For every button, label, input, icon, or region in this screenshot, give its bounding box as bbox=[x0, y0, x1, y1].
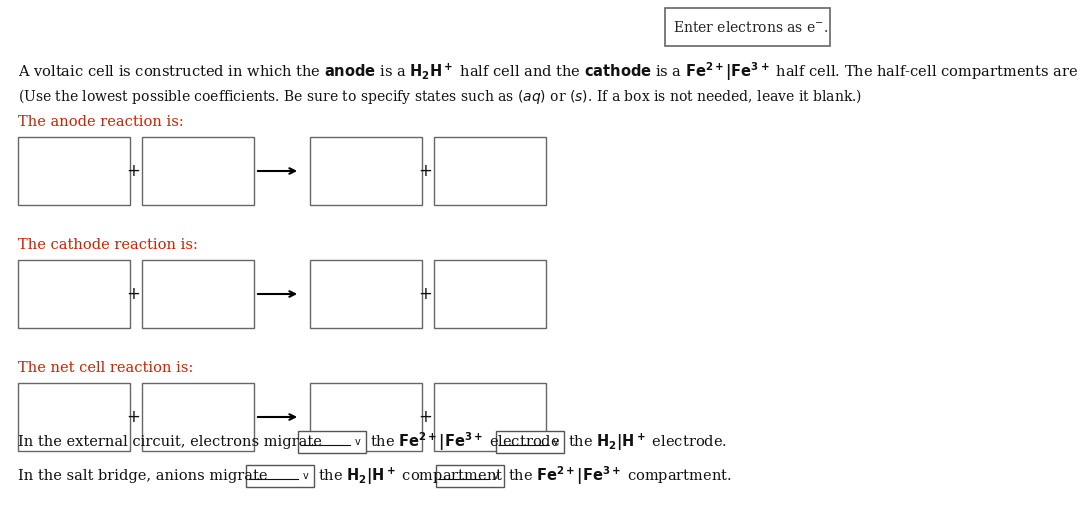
Text: A voltaic cell is constructed in which the $\mathbf{anode}$ is a $\mathbf{H_2}$$: A voltaic cell is constructed in which t… bbox=[18, 61, 1082, 84]
Text: v: v bbox=[303, 471, 308, 481]
Bar bbox=[18, 383, 130, 451]
Bar bbox=[434, 260, 546, 328]
Text: the $\mathbf{H_2|H^+}$ electrode.: the $\mathbf{H_2|H^+}$ electrode. bbox=[568, 431, 727, 453]
Text: In the external circuit, electrons migrate: In the external circuit, electrons migra… bbox=[18, 435, 321, 449]
Bar bbox=[311, 137, 422, 205]
Text: the $\mathbf{Fe^{2+}|Fe^{3+}}$ electrode: the $\mathbf{Fe^{2+}|Fe^{3+}}$ electrode bbox=[370, 431, 560, 453]
Text: The net cell reaction is:: The net cell reaction is: bbox=[18, 361, 194, 375]
Text: v: v bbox=[553, 437, 559, 447]
Bar bbox=[18, 137, 130, 205]
Bar bbox=[246, 465, 314, 487]
Bar bbox=[436, 465, 504, 487]
Text: +: + bbox=[127, 162, 140, 180]
Bar bbox=[142, 260, 254, 328]
Bar bbox=[142, 137, 254, 205]
Text: the $\mathbf{Fe^{2+}|Fe^{3+}}$ compartment.: the $\mathbf{Fe^{2+}|Fe^{3+}}$ compartme… bbox=[509, 464, 731, 487]
Bar bbox=[665, 8, 830, 46]
Text: +: + bbox=[418, 162, 432, 180]
Bar bbox=[142, 383, 254, 451]
Text: (Use the lowest possible coefficients. Be sure to specify states such as $(aq)$ : (Use the lowest possible coefficients. B… bbox=[18, 87, 862, 106]
Text: The anode reaction is:: The anode reaction is: bbox=[18, 115, 184, 129]
Bar bbox=[18, 260, 130, 328]
Bar bbox=[298, 431, 366, 453]
Text: The cathode reaction is:: The cathode reaction is: bbox=[18, 238, 198, 252]
Text: +: + bbox=[418, 408, 432, 426]
Text: v: v bbox=[355, 437, 361, 447]
Text: In the salt bridge, anions migrate: In the salt bridge, anions migrate bbox=[18, 469, 267, 483]
Bar bbox=[496, 431, 564, 453]
Text: +: + bbox=[127, 408, 140, 426]
Text: Enter electrons as e$^{-}$.: Enter electrons as e$^{-}$. bbox=[673, 20, 828, 34]
Bar bbox=[311, 383, 422, 451]
Text: the $\mathbf{H_2|H^+}$ compartment: the $\mathbf{H_2|H^+}$ compartment bbox=[318, 466, 503, 487]
Bar bbox=[434, 137, 546, 205]
Bar bbox=[311, 260, 422, 328]
Bar bbox=[434, 383, 546, 451]
Text: +: + bbox=[127, 285, 140, 303]
Text: +: + bbox=[418, 285, 432, 303]
Text: v: v bbox=[493, 471, 499, 481]
